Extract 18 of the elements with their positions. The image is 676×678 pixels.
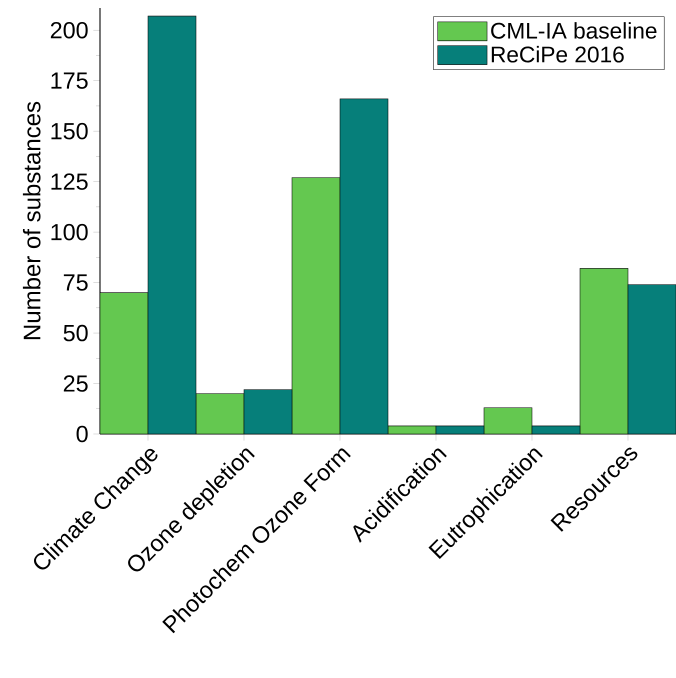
y-tick-label: 25 [64,375,88,392]
y-tick-label: 75 [64,274,88,291]
y-tick-label: 125 [51,173,88,190]
bar [340,98,388,434]
y-tick-label: 50 [64,324,88,342]
bar [628,284,676,434]
bar [436,426,484,434]
y-tick-label: 175 [51,72,88,89]
bar [148,16,196,434]
y-tick-label: 150 [51,122,88,140]
y-tick-label: 100 [51,224,88,240]
y-tick-label: 0 [76,426,88,442]
legend-label: CML-IA baseline [491,22,656,39]
legend-label: ReCiPe 2016 [492,46,624,63]
bar [532,426,580,434]
y-tick-label: 200 [50,22,88,38]
bar [244,389,292,434]
y-axis-title: Number of substances [22,102,41,340]
